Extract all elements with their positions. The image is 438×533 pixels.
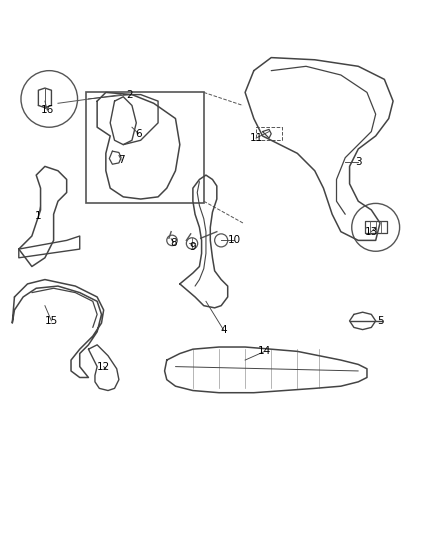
Text: 4: 4 [220, 325, 226, 335]
Text: 14: 14 [258, 346, 271, 357]
Text: 11: 11 [249, 133, 263, 143]
Text: 2: 2 [127, 90, 133, 100]
Text: 5: 5 [377, 316, 383, 326]
Text: 10: 10 [228, 236, 241, 245]
Text: 13: 13 [365, 227, 378, 237]
Text: 1: 1 [35, 212, 42, 221]
Text: 12: 12 [97, 361, 110, 372]
Text: 9: 9 [190, 242, 196, 252]
Text: 6: 6 [135, 129, 142, 139]
Text: 8: 8 [170, 238, 177, 247]
Text: 16: 16 [40, 105, 54, 115]
Text: 15: 15 [45, 316, 58, 326]
Text: 7: 7 [118, 155, 124, 165]
Text: 3: 3 [355, 157, 362, 167]
